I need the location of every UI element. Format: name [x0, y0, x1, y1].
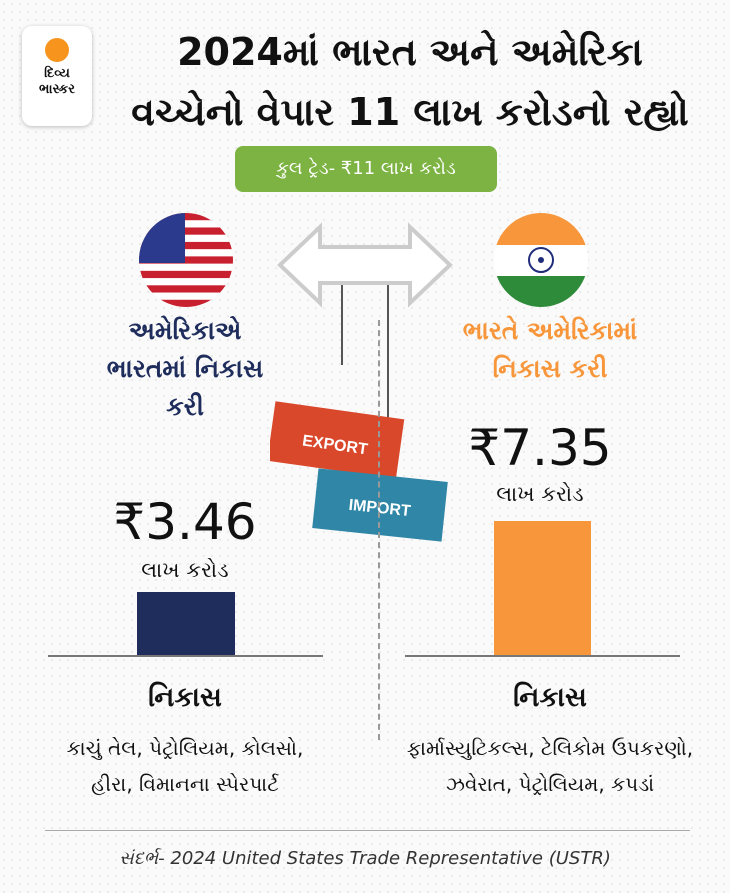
page-title: 2024માં ભારત અને અમેરિકા વચ્ચેનો વેપાર 1…	[110, 22, 710, 142]
right-unit-label: લાખ કરોડ	[496, 482, 584, 506]
footer-divider	[45, 830, 690, 831]
total-trade-badge: કુલ ટ્રેડ- ₹11 લાખ કરોડ	[235, 146, 497, 192]
right-heading: ભારતે અમેરિકામાં નિકાસ કરી	[400, 312, 700, 388]
export-container	[270, 401, 405, 479]
right-export-items: ફાર્માસ્યુટિકલ્સ, ટેલિકોમ ઉપકરણો, ઝવેરાત,…	[380, 730, 720, 802]
title-line2: વચ્ચેનો વેપાર 11 લાખ કરોડનો રહ્યો	[131, 90, 689, 134]
bar-usa-export	[137, 592, 235, 655]
left-baseline	[48, 655, 323, 657]
left-export-items: કાચું તેલ, પેટ્રોલિયમ, કોલસો, હીરા, વિમાન…	[20, 730, 350, 802]
left-heading: અમેરિકાએ ભારતમાં નિકાસ કરી	[40, 312, 330, 426]
sun-logo-icon	[45, 38, 69, 62]
heading-line: કરી	[166, 392, 204, 421]
left-value-label: ₹3.46	[113, 493, 257, 551]
usa-flag-icon	[139, 213, 233, 307]
heading-line: ભારતે અમેરિકામાં	[462, 316, 638, 345]
title-line1: 2024માં ભારત અને અમેરિકા	[177, 30, 643, 74]
logo-line2: ભાસ્કર	[39, 82, 75, 97]
left-unit-label: લાખ કરોડ	[141, 558, 229, 582]
india-flag-icon	[494, 213, 588, 307]
left-subheading: નિકાસ	[148, 682, 222, 713]
item-line: ફાર્માસ્યુટિકલ્સ, ટેલિકોમ ઉપકરણો,	[406, 736, 694, 760]
item-line: હીરા, વિમાનના સ્પેરપાર્ટ	[91, 772, 279, 796]
item-line: ઝવેરાત, પેટ્રોલિયમ, કપડાં	[445, 772, 655, 796]
right-baseline	[405, 655, 680, 657]
center-divider	[378, 320, 380, 740]
right-subheading: નિકાસ	[513, 682, 587, 713]
import-container	[312, 468, 448, 542]
logo-line1: દિવ્ય	[44, 66, 70, 81]
trade-containers-illustration: EXPORT IMPORT	[270, 222, 453, 542]
divya-bhaskar-logo: દિવ્ય ભાસ્કર	[22, 26, 92, 126]
heading-line: અમેરિકાએ	[128, 316, 242, 345]
item-line: કાચું તેલ, પેટ્રોલિયમ, કોલસો,	[66, 736, 304, 760]
right-value-label: ₹7.35	[468, 419, 612, 477]
heading-line: ભારતમાં નિકાસ	[106, 354, 264, 383]
bidirectional-arrow-icon	[277, 222, 453, 308]
bar-india-export	[494, 521, 591, 655]
source-note: સંદર્ભ- 2024 United States Trade Represe…	[119, 848, 611, 869]
heading-line: નિકાસ કરી	[492, 354, 608, 383]
